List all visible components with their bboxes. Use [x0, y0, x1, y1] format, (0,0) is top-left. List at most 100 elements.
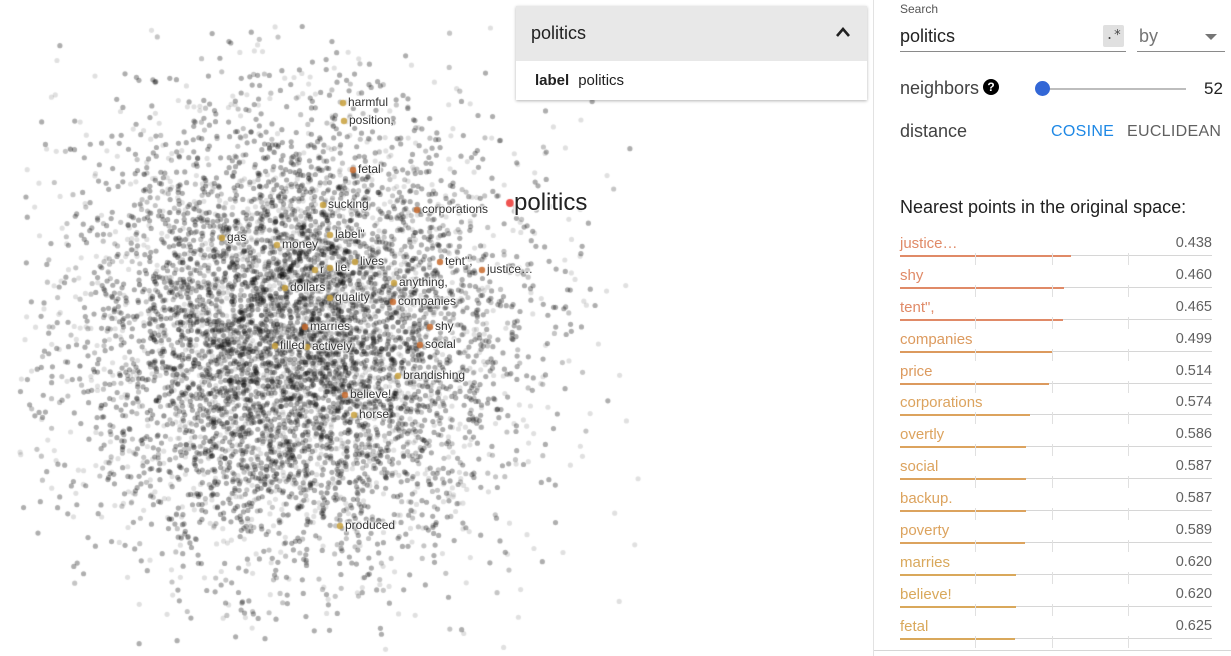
- search-by-select[interactable]: by: [1137, 20, 1225, 52]
- distance-bar-tick: [1052, 540, 1053, 553]
- point-label: horse: [359, 407, 390, 421]
- point-label: r: [320, 262, 324, 276]
- nearest-points-title: Nearest points in the original space:: [900, 197, 1187, 217]
- nearest-point-distance: 0.438: [1175, 235, 1212, 251]
- distance-bar: [900, 255, 1071, 257]
- distance-bar-tick: [975, 284, 976, 297]
- point-label: produced: [345, 518, 396, 532]
- nearest-point-label[interactable]: marries: [900, 553, 951, 571]
- selected-point-card: politics label politics: [516, 6, 867, 100]
- nearest-point-label[interactable]: social: [900, 458, 939, 476]
- nearest-point-distance: 0.625: [1175, 617, 1212, 634]
- distance-label: distance: [900, 121, 968, 141]
- neighbors-slider-knob[interactable]: [1035, 81, 1051, 96]
- distance-bar-tick: [1128, 284, 1129, 297]
- divider: [874, 650, 1231, 651]
- distance-bar-track: [900, 573, 1212, 575]
- point-label: position,: [349, 113, 394, 127]
- selected-point-label[interactable]: politics: [514, 189, 588, 216]
- nearest-point-distance: 0.514: [1175, 362, 1212, 379]
- nearest-point-row[interactable]: tent", 0.465: [900, 294, 1212, 329]
- chevron-up-icon[interactable]: [835, 25, 851, 43]
- embedding-point-cloud[interactable]: [0, 0, 873, 656]
- distance-bar: [900, 573, 1016, 576]
- point-label: anything,: [399, 275, 448, 289]
- distance-bar: [900, 318, 1063, 321]
- point-label: harmful: [348, 95, 389, 109]
- card-title: politics: [531, 23, 587, 43]
- nearest-point-distance: 0.465: [1175, 298, 1212, 315]
- nearest-point-row[interactable]: social 0.587: [900, 453, 1212, 489]
- nearest-point-row[interactable]: marries 0.620: [900, 549, 1212, 584]
- point-label: lives: [360, 254, 385, 268]
- nearest-point-row[interactable]: believe! 0.620: [900, 581, 1212, 616]
- nearest-point-row[interactable]: corporations 0.574: [900, 389, 1212, 425]
- distance-bar-tick: [1128, 348, 1129, 361]
- point-label: lie.: [335, 260, 351, 274]
- card-header[interactable]: politics: [516, 6, 867, 61]
- distance-bar-tick: [1052, 316, 1053, 329]
- distance-bar: [900, 510, 1026, 513]
- search-input-value[interactable]: politics: [900, 26, 956, 46]
- nearest-point-label[interactable]: tent",: [900, 298, 935, 316]
- distance-bar-tick: [975, 571, 976, 584]
- help-icon[interactable]: ?: [983, 79, 999, 95]
- point-label: quality: [335, 290, 370, 304]
- nearest-point-label[interactable]: backup.: [900, 490, 953, 508]
- point-label: dollars: [290, 280, 326, 294]
- nearest-point-row[interactable]: poverty 0.589: [900, 517, 1212, 553]
- distance-bar-tick: [975, 253, 976, 265]
- nearest-point-label[interactable]: overtly: [900, 426, 945, 444]
- distance-bar-tick: [1052, 508, 1053, 521]
- point-label: money: [282, 237, 319, 251]
- distance-bar-tick: [1128, 253, 1129, 265]
- regex-toggle-button[interactable]: .*: [1103, 25, 1124, 47]
- distance-bar: [900, 350, 1053, 353]
- nearest-point-row[interactable]: overtly 0.586: [900, 421, 1212, 457]
- nearest-point-label[interactable]: price: [900, 362, 933, 380]
- distance-bar: [900, 478, 1026, 481]
- distance-bar-tick: [1128, 635, 1129, 648]
- cosine-button[interactable]: COSINE: [1051, 123, 1115, 140]
- neighbors-slider-track[interactable]: [1038, 88, 1186, 90]
- distance-bar-tick: [1128, 412, 1129, 425]
- nearest-point-label[interactable]: corporations: [900, 394, 983, 412]
- nearest-point-row[interactable]: backup. 0.587: [900, 485, 1212, 521]
- nearest-point-row[interactable]: price 0.514: [900, 358, 1212, 393]
- distance-bar-tick: [975, 540, 976, 553]
- distance-bar-tick: [1128, 316, 1129, 329]
- nearest-point-label[interactable]: justice…: [900, 235, 958, 252]
- distance-bar-tick: [1052, 348, 1053, 361]
- point-label: marries: [310, 319, 351, 333]
- distance-bar-tick: [1052, 380, 1053, 393]
- nearest-point-label[interactable]: believe!: [900, 585, 952, 603]
- nearest-point-row[interactable]: shy 0.460: [900, 262, 1212, 297]
- distance-bar-tick: [975, 635, 976, 648]
- point-label: corporations: [422, 202, 489, 216]
- projection-canvas-area[interactable]: harmful position, fetal sucking corporations…: [0, 0, 873, 656]
- nearest-point-label[interactable]: poverty: [900, 522, 950, 540]
- nearest-point-row[interactable]: fetal 0.625: [900, 613, 1212, 648]
- nearest-point-label[interactable]: companies: [900, 330, 973, 348]
- distance-bar-tick: [1128, 476, 1129, 489]
- point-label: justice…: [487, 262, 534, 276]
- distance-bar-tick: [1052, 444, 1053, 457]
- distance-bar-track: [900, 510, 1212, 512]
- nearest-point-row[interactable]: justice… 0.438: [900, 230, 1212, 265]
- nearest-point-row[interactable]: companies 0.499: [900, 326, 1212, 361]
- metadata-value: politics: [578, 72, 625, 89]
- distance-bar-tick: [1052, 253, 1053, 265]
- nearest-point-label[interactable]: fetal: [900, 617, 929, 635]
- nearest-point-label[interactable]: shy: [900, 266, 924, 284]
- distance-bar-track: [900, 382, 1212, 384]
- nearest-point-distance: 0.587: [1175, 490, 1212, 507]
- distance-bar-tick: [1052, 571, 1053, 584]
- distance-bar-tick: [975, 603, 976, 616]
- point-label: social: [425, 337, 456, 351]
- euclidean-button[interactable]: EUCLIDEAN: [1127, 123, 1222, 140]
- distance-bar-track: [900, 446, 1212, 448]
- point-label: label": [335, 227, 365, 241]
- search-input[interactable]: politics .*: [900, 20, 1126, 52]
- distance-bar-tick: [1052, 412, 1053, 425]
- distance-bar: [900, 382, 1049, 385]
